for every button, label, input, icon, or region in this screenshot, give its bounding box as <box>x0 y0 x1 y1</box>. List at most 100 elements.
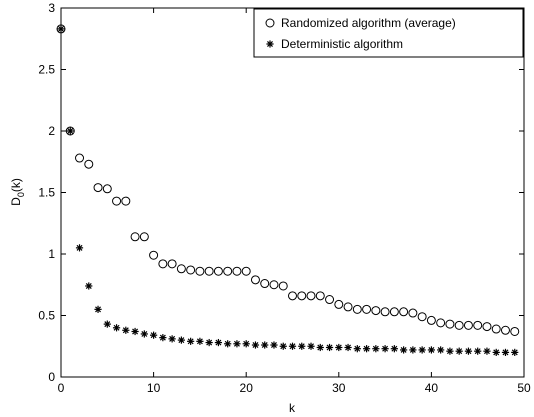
data-point-randomized <box>186 265 196 275</box>
axis-tick-labels: 0 10 20 30 40 50 0 0.5 1 1.5 2 2.5 3 <box>38 1 531 395</box>
data-point-deterministic <box>464 347 473 355</box>
data-point-deterministic <box>187 337 195 345</box>
legend-star-glyph <box>266 40 274 48</box>
data-point-randomized <box>389 307 399 317</box>
data-point-deterministic <box>233 340 241 348</box>
series-randomized <box>56 24 520 336</box>
data-point-randomized <box>436 318 446 328</box>
data-point-deterministic <box>168 335 176 343</box>
data-point-randomized <box>473 320 483 330</box>
data-point-randomized <box>343 302 353 312</box>
data-point-randomized <box>158 259 168 269</box>
data-point-deterministic <box>298 342 306 350</box>
data-point-deterministic <box>288 342 297 350</box>
data-point-randomized <box>149 250 159 260</box>
data-point-deterministic <box>103 320 111 328</box>
data-point-deterministic <box>94 305 102 313</box>
data-point-randomized <box>56 24 66 34</box>
data-point-randomized <box>445 319 455 329</box>
data-point-deterministic <box>474 347 482 355</box>
x-tick-label: 50 <box>517 381 531 395</box>
plot-area <box>60 7 525 378</box>
data-point-randomized <box>325 295 335 305</box>
data-point-randomized <box>223 266 233 276</box>
data-point-deterministic <box>390 345 398 353</box>
data-point-randomized <box>176 264 186 274</box>
data-point-deterministic <box>214 338 223 347</box>
series-deterministic <box>57 25 519 356</box>
legend-label-randomized: Randomized algorithm (average) <box>281 16 456 30</box>
data-point-deterministic <box>251 341 260 349</box>
data-point-deterministic <box>270 341 278 349</box>
data-point-randomized <box>269 280 279 290</box>
data-point-deterministic <box>353 345 361 353</box>
data-point-deterministic <box>372 345 380 353</box>
data-point-randomized <box>167 259 177 269</box>
y-tick-label: 0 <box>48 370 55 384</box>
data-point-randomized <box>482 322 492 332</box>
data-point-deterministic <box>85 282 93 290</box>
data-point-deterministic <box>159 334 167 342</box>
data-point-deterministic <box>261 341 269 349</box>
data-point-randomized <box>75 153 85 163</box>
data-point-deterministic <box>196 337 204 345</box>
data-point-randomized <box>454 320 464 330</box>
data-point-deterministic <box>501 348 510 356</box>
legend-box <box>253 8 524 58</box>
y-axis-label-rest: (k) <box>9 178 23 192</box>
data-point-randomized <box>288 291 297 301</box>
data-point-deterministic <box>75 244 84 252</box>
y-tick-label: 0.5 <box>38 309 55 323</box>
data-point-deterministic <box>381 345 389 353</box>
data-point-randomized <box>112 196 122 206</box>
axis-ticks <box>60 7 525 378</box>
data-point-deterministic <box>279 342 287 350</box>
x-axis-label: k <box>289 401 296 415</box>
data-point-randomized <box>297 291 307 301</box>
data-point-deterministic <box>131 327 139 336</box>
data-point-randomized <box>500 325 510 335</box>
data-point-randomized <box>334 299 344 309</box>
data-point-deterministic <box>344 343 352 352</box>
data-point-deterministic <box>122 326 130 334</box>
data-point-deterministic <box>205 338 213 347</box>
x-tick-label: 20 <box>240 381 254 395</box>
data-point-randomized <box>102 184 112 194</box>
data-point-deterministic <box>362 345 371 353</box>
data-point-randomized <box>121 196 131 206</box>
legend-label-deterministic: Deterministic algorithm <box>281 37 403 51</box>
data-point-randomized <box>380 307 390 317</box>
data-point-randomized <box>232 266 242 276</box>
data-point-randomized <box>399 307 409 317</box>
data-point-randomized <box>510 326 520 336</box>
data-point-deterministic <box>57 25 65 33</box>
data-point-randomized <box>130 232 140 242</box>
data-point-deterministic <box>140 330 148 338</box>
data-point-randomized <box>426 315 436 325</box>
data-point-deterministic <box>409 346 417 354</box>
data-point-randomized <box>352 304 362 314</box>
data-point-randomized <box>417 312 427 322</box>
data-point-deterministic <box>66 127 74 135</box>
data-point-deterministic <box>446 347 454 355</box>
y-axis-label: D0(k) <box>9 178 26 206</box>
data-point-randomized <box>250 275 260 285</box>
x-tick-label: 40 <box>425 381 439 395</box>
data-point-deterministic <box>483 347 491 355</box>
data-point-deterministic <box>492 348 500 356</box>
data-point-deterministic <box>400 346 408 354</box>
data-point-randomized <box>463 320 473 330</box>
data-point-deterministic <box>177 336 185 344</box>
y-tick-label: 1 <box>48 247 55 261</box>
data-point-randomized <box>315 291 325 301</box>
data-point-deterministic <box>427 346 435 354</box>
data-point-randomized <box>195 266 205 276</box>
data-point-deterministic <box>437 346 445 354</box>
data-point-randomized <box>65 126 75 136</box>
legend-marker-deterministic <box>266 40 274 48</box>
data-point-randomized <box>93 183 103 193</box>
data-point-deterministic <box>307 342 315 350</box>
y-tick-label: 3 <box>48 1 55 15</box>
data-point-randomized <box>260 279 270 289</box>
